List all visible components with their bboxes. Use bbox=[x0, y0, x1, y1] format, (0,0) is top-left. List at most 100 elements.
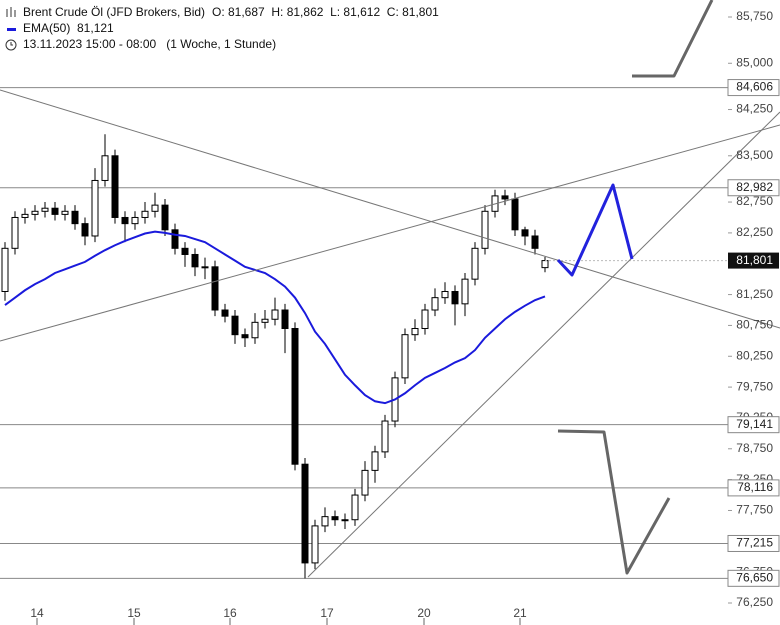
candle-body bbox=[401, 334, 409, 379]
level-box bbox=[727, 416, 780, 434]
candle-body bbox=[301, 463, 309, 564]
x-tick-label: 15 bbox=[127, 606, 141, 620]
ema-legend: EMA(50) 81,121 bbox=[23, 21, 114, 35]
candle-body bbox=[71, 210, 79, 225]
candle-body bbox=[241, 334, 249, 339]
candle-body bbox=[161, 204, 169, 231]
candle-body bbox=[381, 420, 389, 453]
trend-line bbox=[0, 124, 780, 342]
candle-body bbox=[341, 519, 349, 522]
candle-body bbox=[61, 210, 69, 215]
candle-body bbox=[281, 309, 289, 330]
candle-body bbox=[431, 297, 439, 311]
candle-body bbox=[321, 516, 329, 527]
candle-body bbox=[121, 216, 129, 225]
candle-body bbox=[291, 328, 299, 465]
y-tick-label: 82,250 bbox=[736, 225, 773, 239]
candle-body bbox=[31, 210, 39, 215]
candle-body bbox=[91, 179, 99, 237]
trend-line bbox=[307, 111, 780, 578]
candle-body bbox=[171, 229, 179, 249]
candle-body bbox=[511, 198, 519, 231]
candle-body bbox=[211, 266, 219, 311]
candle-body bbox=[151, 204, 159, 212]
projections bbox=[556, 0, 714, 575]
y-tick-label: 82,750 bbox=[736, 194, 773, 208]
level-box bbox=[727, 569, 780, 587]
trend-lines bbox=[0, 89, 780, 578]
level-label: 79,141 bbox=[736, 417, 773, 431]
candle-body bbox=[541, 260, 549, 269]
candle-body bbox=[141, 210, 149, 218]
candle-body bbox=[501, 195, 509, 200]
level-box bbox=[727, 79, 780, 97]
candle-body bbox=[131, 216, 139, 225]
clock-hands bbox=[10, 42, 13, 46]
y-tick-label: 79,750 bbox=[736, 379, 773, 393]
y-tick-label: 80,250 bbox=[736, 348, 773, 362]
level-label: 76,650 bbox=[736, 570, 773, 584]
projection-gray bbox=[632, 0, 714, 78]
period: 13.11.2023 15:00 - 08:00 (1 Woche, 1 Stu… bbox=[23, 37, 276, 51]
x-tick-label: 17 bbox=[320, 606, 334, 620]
plot bbox=[0, 87, 728, 579]
level-box bbox=[727, 179, 780, 197]
ohlc: O: 81,687 H: 81,862 L: 81,612 C: 81,801 bbox=[212, 5, 439, 19]
candle-body bbox=[111, 155, 119, 218]
candle-body bbox=[101, 155, 109, 181]
y-tick-label: 85,000 bbox=[736, 55, 773, 69]
ema-swatch bbox=[7, 28, 16, 31]
candle-body bbox=[531, 235, 539, 249]
y-tick-label: 77,750 bbox=[736, 503, 773, 517]
candle-body bbox=[471, 247, 479, 280]
x-tick-label: 14 bbox=[30, 606, 44, 620]
candle-body bbox=[41, 207, 49, 212]
candle-body bbox=[181, 247, 189, 255]
trend-line bbox=[0, 89, 780, 329]
bars-icon bbox=[6, 7, 16, 17]
candle-body bbox=[461, 278, 469, 305]
last-price-box bbox=[728, 252, 779, 269]
level-box bbox=[727, 534, 780, 552]
candle-body bbox=[371, 451, 379, 471]
candle-body bbox=[451, 290, 459, 305]
instrument: Brent Crude Öl (JFD Brokers, Bid) bbox=[23, 5, 205, 19]
ema-line bbox=[4, 230, 546, 405]
level-label: 78,116 bbox=[737, 480, 773, 494]
projection-gray bbox=[557, 429, 671, 575]
candle-body bbox=[191, 253, 199, 268]
y-tick-label: 83,500 bbox=[736, 148, 773, 162]
candle-body bbox=[201, 266, 209, 269]
candle-body bbox=[521, 229, 529, 237]
projection-blue bbox=[556, 183, 634, 277]
candle-body bbox=[331, 516, 339, 521]
candle-body bbox=[1, 247, 9, 292]
last-price-label: 81,801 bbox=[736, 253, 773, 267]
candle-body bbox=[361, 469, 369, 496]
candle-body bbox=[271, 309, 279, 320]
x-tick-label: 20 bbox=[417, 606, 431, 620]
candle-body bbox=[51, 207, 59, 215]
candle-body bbox=[481, 210, 489, 249]
candle-body bbox=[441, 290, 449, 299]
y-tick-label: 85,750 bbox=[736, 9, 773, 23]
y-tick-label: 80,750 bbox=[736, 318, 773, 332]
candle-body bbox=[231, 315, 239, 336]
level-label: 84,606 bbox=[736, 80, 773, 94]
y-tick-label: 84,250 bbox=[736, 102, 773, 116]
y-tick-label: 78,750 bbox=[736, 441, 773, 455]
candle-body bbox=[221, 309, 229, 317]
header: Brent Crude Öl (JFD Brokers, Bid) O: 81,… bbox=[5, 5, 439, 51]
candle-body bbox=[251, 321, 259, 339]
y-tick-label: 76,250 bbox=[736, 595, 773, 609]
candle-body bbox=[421, 309, 429, 330]
candle-body bbox=[351, 494, 359, 521]
candle-body bbox=[21, 213, 29, 218]
candle-body bbox=[311, 525, 319, 564]
level-box bbox=[727, 479, 780, 497]
y-tick-label: 81,250 bbox=[736, 287, 773, 301]
candle-body bbox=[11, 216, 19, 249]
level-label: 82,982 bbox=[736, 180, 773, 194]
